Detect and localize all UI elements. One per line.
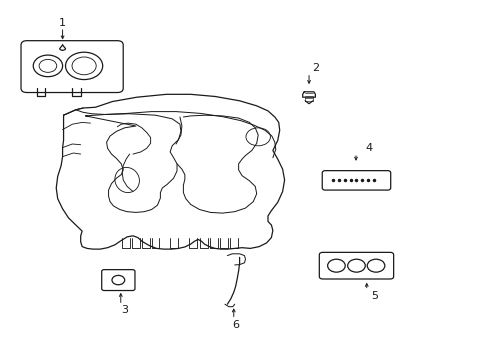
Text: 5: 5 — [371, 291, 378, 301]
Text: 2: 2 — [311, 63, 318, 73]
Text: 3: 3 — [121, 305, 127, 315]
Text: 1: 1 — [59, 18, 66, 28]
Text: 6: 6 — [232, 320, 239, 330]
Text: 4: 4 — [365, 143, 372, 153]
